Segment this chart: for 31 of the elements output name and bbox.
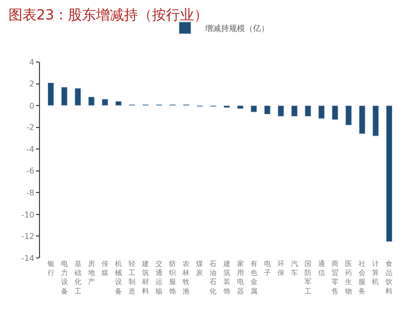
legend-label: 增减持规模（亿） xyxy=(204,24,269,34)
bar xyxy=(318,105,325,119)
y-tick-label: -6 xyxy=(26,166,34,176)
bar xyxy=(386,105,392,242)
y-tick-label: -2 xyxy=(26,123,34,132)
y-tick-label: 0 xyxy=(29,101,34,110)
bar xyxy=(345,105,352,126)
bar xyxy=(372,105,379,136)
bar xyxy=(264,105,271,115)
y-tick-label: 2 xyxy=(29,80,34,89)
bar xyxy=(74,88,82,106)
bar xyxy=(358,105,366,134)
bar xyxy=(61,86,68,106)
bar xyxy=(88,96,95,106)
y-tick-label: -14 xyxy=(21,254,34,263)
chart-title: 图表23：股东增减持（按行业） xyxy=(8,7,208,24)
bar xyxy=(223,105,230,108)
y-tick-label: 4 xyxy=(29,58,34,67)
y-tick-label: -4 xyxy=(26,144,34,154)
bar xyxy=(102,98,108,106)
bar xyxy=(304,105,312,117)
y-tick-label: -10 xyxy=(21,210,34,220)
bar xyxy=(250,105,258,112)
bar xyxy=(115,100,122,106)
bar xyxy=(332,105,338,120)
y-tick-label: -12 xyxy=(21,232,34,242)
bar xyxy=(237,105,244,110)
bar xyxy=(48,82,54,106)
bar xyxy=(291,105,298,117)
y-tick-label: -8 xyxy=(26,188,34,198)
bar xyxy=(278,105,284,117)
